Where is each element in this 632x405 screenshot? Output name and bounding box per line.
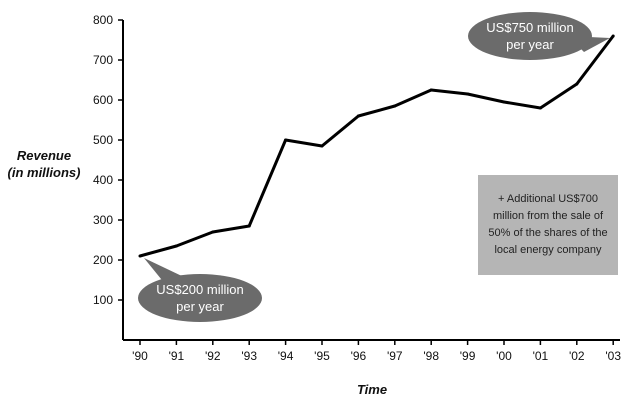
y-tick-label: 100 <box>93 293 113 307</box>
y-tick-label: 600 <box>93 93 113 107</box>
x-tick-label: '96 <box>351 349 367 363</box>
y-axis-title-line1: Revenue <box>17 148 71 163</box>
data-point <box>393 104 397 108</box>
x-tick-label: '90 <box>132 349 148 363</box>
x-tick-label: '02 <box>569 349 585 363</box>
note-line-1: + Additional US$700 <box>498 193 598 205</box>
x-tick-label: '91 <box>169 349 185 363</box>
note-box: + Additional US$700 million from the sal… <box>478 175 618 275</box>
start-callout-line1: US$200 million <box>156 282 243 297</box>
data-point <box>320 144 324 148</box>
data-point <box>174 244 178 248</box>
x-ticks: '90 '91 '92 '93 '94 '95 '96 '97 '98 '99 '00 '01 '02 '… <box>132 340 621 363</box>
data-point <box>211 230 215 234</box>
data-point <box>356 114 360 118</box>
data-point <box>247 224 251 228</box>
x-tick-label: '03 <box>605 349 621 363</box>
x-tick-label: '93 <box>241 349 257 363</box>
data-point <box>611 34 615 38</box>
y-tick-label: 400 <box>93 173 113 187</box>
note-line-4: local energy company <box>494 244 602 256</box>
data-point <box>538 106 542 110</box>
data-point <box>466 92 470 96</box>
start-callout-bubble <box>138 274 262 322</box>
note-box-background <box>478 175 618 275</box>
x-tick-label: '99 <box>460 349 476 363</box>
x-tick-label: '00 <box>496 349 512 363</box>
y-axis-title-line2: (in millions) <box>8 165 81 180</box>
data-point <box>429 88 433 92</box>
x-tick-label: '94 <box>278 349 294 363</box>
data-point <box>138 254 142 258</box>
data-point <box>284 138 288 142</box>
x-tick-label: '01 <box>533 349 549 363</box>
end-callout: US$750 million per year <box>468 12 610 60</box>
y-ticks: 100 200 300 400 500 600 700 800 <box>93 13 123 307</box>
y-tick-label: 700 <box>93 53 113 67</box>
x-tick-label: '98 <box>423 349 439 363</box>
start-callout-line2: per year <box>176 299 224 314</box>
end-callout-line1: US$750 million <box>486 20 573 35</box>
data-point <box>575 82 579 86</box>
y-tick-label: 200 <box>93 253 113 267</box>
y-tick-label: 500 <box>93 133 113 147</box>
x-tick-label: '97 <box>387 349 403 363</box>
x-tick-label: '95 <box>314 349 330 363</box>
x-axis-title: Time <box>357 382 387 397</box>
data-point <box>502 100 506 104</box>
note-line-2: million from the sale of <box>493 210 604 222</box>
revenue-series-line <box>139 35 615 258</box>
note-line-3: 50% of the shares of the <box>488 227 607 239</box>
y-tick-label: 800 <box>93 13 113 27</box>
revenue-points <box>138 34 615 258</box>
end-callout-bubble <box>468 12 592 60</box>
end-callout-line2: per year <box>506 37 554 52</box>
x-tick-label: '92 <box>205 349 221 363</box>
start-callout: US$200 million per year <box>138 258 262 322</box>
y-tick-label: 300 <box>93 213 113 227</box>
